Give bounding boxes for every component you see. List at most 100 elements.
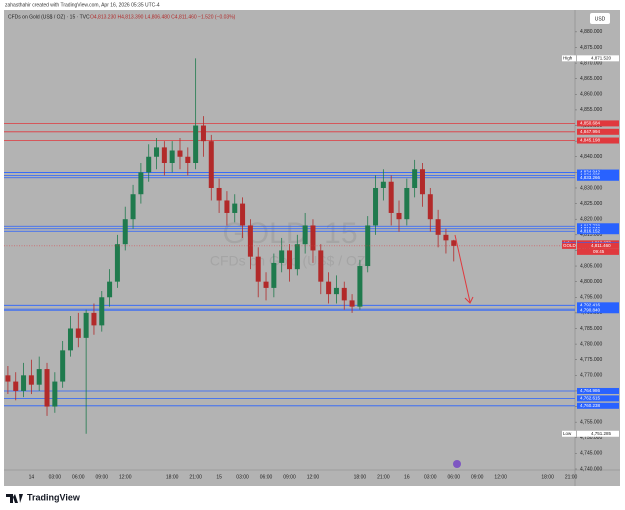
arrow xyxy=(454,234,471,303)
currency[interactable]: USD xyxy=(595,16,606,22)
candle-body xyxy=(271,262,277,288)
candle-body xyxy=(349,300,355,307)
level-label: 4,762.615 xyxy=(580,396,601,401)
candle-body xyxy=(224,200,230,213)
price-badge xyxy=(577,395,619,402)
y-tick-label: 4,830.000 xyxy=(580,185,602,191)
x-tick-label: 03:00 xyxy=(49,474,62,480)
badge-tag-text: High xyxy=(563,56,573,61)
price-badge xyxy=(577,55,619,62)
price-badge xyxy=(577,402,619,409)
candle-body xyxy=(208,141,214,188)
candle-body xyxy=(302,225,308,245)
x-tick-label: 03:00 xyxy=(236,474,249,480)
candle-body xyxy=(75,328,81,338)
level-label: 4,760.238 xyxy=(580,403,601,408)
x-tick-label: 06:00 xyxy=(260,474,273,480)
x-tick-label: 12:00 xyxy=(119,474,132,480)
level-label: 4,816.152 xyxy=(580,228,601,233)
badge-tag-text: Low xyxy=(563,431,572,436)
candle-body xyxy=(44,369,50,407)
y-tick-label: 4,795.000 xyxy=(580,295,602,301)
y-tick-label: 4,740.000 xyxy=(580,466,602,472)
x-tick-label: 03:00 xyxy=(424,474,437,480)
candle-body xyxy=(341,287,347,301)
candle-body xyxy=(185,156,191,163)
y-tick-label: 4,860.000 xyxy=(580,92,602,98)
y-tick-label: 4,880.000 xyxy=(580,29,602,35)
y-tick-label: 4,755.000 xyxy=(580,419,602,425)
candle-body xyxy=(107,281,113,298)
level-label: 4,833.266 xyxy=(580,175,601,180)
candle-body xyxy=(357,266,363,307)
logo xyxy=(6,494,23,503)
level-label: 4,845.198 xyxy=(580,138,601,143)
candle-body xyxy=(286,250,293,270)
candle-body xyxy=(13,381,19,391)
y-tick-label: 4,750.000 xyxy=(580,435,602,441)
price-badge xyxy=(577,302,619,309)
y-tick-label: 4,820.000 xyxy=(580,217,602,223)
price-badge xyxy=(577,174,619,181)
candle-body xyxy=(161,147,167,163)
x-tick-label: 18:00 xyxy=(166,474,179,480)
candle-body xyxy=(388,181,394,213)
candle-body xyxy=(67,328,73,351)
candle-body xyxy=(333,287,339,295)
currency-box[interactable] xyxy=(590,13,610,24)
candle-body xyxy=(130,194,136,220)
level-label: 4,764.986 xyxy=(580,388,601,393)
x-tick-label: 09:00 xyxy=(471,474,484,480)
candle-body xyxy=(263,281,269,288)
price-badge xyxy=(577,228,619,235)
candle-body xyxy=(247,225,253,257)
candle-body xyxy=(21,375,27,391)
legend-ohlc: O4,813.230 H4,813.390 L4,806.480 C4,811.… xyxy=(90,14,236,20)
candle-body xyxy=(396,212,402,220)
candle-body xyxy=(255,256,261,282)
candle-body xyxy=(216,187,222,201)
candle-body xyxy=(373,187,379,226)
candle-body xyxy=(310,225,316,251)
x-tick-label: 18:00 xyxy=(541,474,554,480)
level-label: 4,834.942 xyxy=(580,170,601,175)
x-tick-label: 21:00 xyxy=(565,474,578,480)
x-tick-label: 21:00 xyxy=(189,474,202,480)
candle-body xyxy=(154,147,160,157)
x-tick-label: 16 xyxy=(404,474,410,480)
y-tick-label: 4,785.000 xyxy=(580,326,602,332)
candle-body xyxy=(114,244,120,282)
candle-body xyxy=(443,234,449,241)
x-tick-label: 21:00 xyxy=(377,474,390,480)
candle-body xyxy=(52,381,58,407)
countdown-badge xyxy=(577,248,619,255)
brand: TradingView xyxy=(27,492,81,502)
countdown: 09:45 xyxy=(593,249,605,254)
price-badge xyxy=(577,242,619,249)
candle-body xyxy=(138,172,144,195)
y-tick-label: 4,815.000 xyxy=(580,232,602,238)
candle-body xyxy=(435,219,441,235)
level-label: 4,790.840 xyxy=(580,307,601,312)
candle-body xyxy=(28,375,34,385)
candle-body xyxy=(193,125,199,163)
event-marker[interactable] xyxy=(453,460,461,468)
badge-label: 4,751.285 xyxy=(591,431,612,436)
x-tick-label: 06:00 xyxy=(72,474,85,480)
candle-body xyxy=(5,375,11,382)
price-badge xyxy=(577,387,619,394)
candle-body xyxy=(99,297,105,326)
candle-body xyxy=(240,203,246,226)
x-tick-label: 09:00 xyxy=(283,474,296,480)
badge-tag xyxy=(562,55,576,62)
price-badge xyxy=(577,430,619,437)
candle-body xyxy=(318,250,324,282)
candle-body xyxy=(232,203,238,213)
y-tick-label: 4,775.000 xyxy=(580,357,602,363)
y-tick-label: 4,780.000 xyxy=(580,341,602,347)
level-label: 4,847.994 xyxy=(580,129,601,134)
x-tick-label: 12:00 xyxy=(307,474,320,480)
candle-body xyxy=(419,169,425,195)
